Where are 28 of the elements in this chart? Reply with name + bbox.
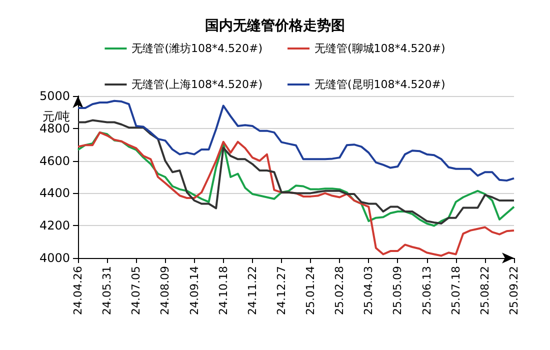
- legend-label: 无缝管(聊城108*4.520#): [314, 42, 446, 55]
- x-tick-label: 24.12.27: [274, 266, 288, 315]
- legend-label: 无缝管(潍坊108*4.520#): [132, 42, 263, 55]
- y-tick-label: 4600: [39, 154, 70, 168]
- y-tick-label: 4400: [39, 186, 70, 200]
- y-tick-label: 4000: [39, 251, 70, 265]
- legend-label: 无缝管(昆明108*4.520#): [314, 78, 446, 91]
- y-tick-label: 4200: [39, 218, 70, 233]
- x-tick-label: 25.02.28: [333, 266, 346, 315]
- x-tick-label: 25.06.13: [420, 266, 434, 315]
- y-axis-title: 元/吨: [42, 110, 70, 124]
- x-tick-label: 24.04.26: [72, 266, 84, 315]
- x-tick-label: 25.08.22: [478, 266, 492, 315]
- x-tick-label: 25.09.22: [508, 266, 520, 315]
- x-tick-label: 25.07.18: [449, 266, 462, 315]
- x-tick-label: 25.05.09: [391, 266, 404, 315]
- x-tick-label: 24.10.18: [216, 266, 230, 315]
- x-tick-label: 24.08.09: [158, 266, 172, 315]
- x-tick-label: 24.11.22: [246, 266, 259, 315]
- x-tick-label: 24.07.05: [130, 266, 143, 315]
- x-tick-label: 24.09.14: [188, 266, 201, 315]
- y-tick-label: 4800: [39, 121, 70, 136]
- y-tick-label: 5000: [39, 89, 70, 103]
- x-tick-label: 25.01.24: [304, 266, 318, 315]
- chart-title: 国内无缝管价格走势图: [205, 18, 345, 34]
- x-tick-label: 24.05.31: [100, 266, 114, 315]
- legend-label: 无缝管(上海108*4.520#): [132, 78, 263, 91]
- x-tick-label: 25.04.03: [362, 266, 376, 315]
